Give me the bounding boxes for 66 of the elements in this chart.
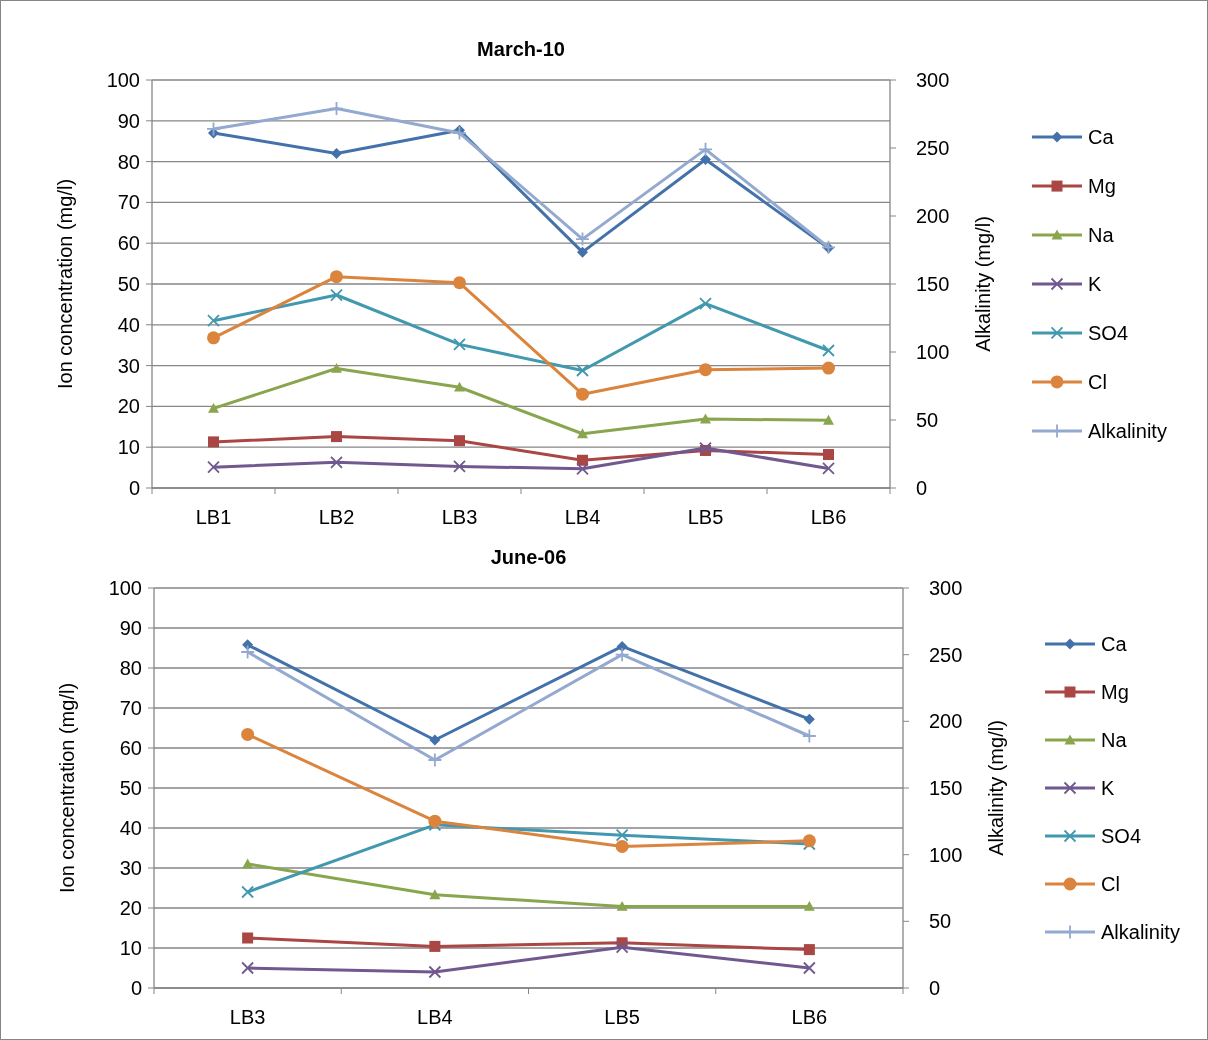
y2-tick-label: 0	[916, 477, 928, 499]
legend-label: SO4	[1088, 321, 1129, 344]
x-tick-label: LB3	[441, 506, 478, 528]
y2-tick-label: 150	[929, 777, 963, 799]
y-tick-label: 20	[119, 897, 142, 919]
y2-tick-label: 250	[916, 137, 950, 159]
y-axis-title: Ion concentration (mg/l)	[54, 178, 76, 390]
y2-tick-label: 200	[929, 710, 963, 733]
legend-label: Mg	[1088, 175, 1116, 198]
y-tick-label: 40	[117, 313, 140, 336]
y-tick-label: 100	[106, 69, 140, 91]
legend-label: Na	[1088, 224, 1115, 247]
legend-label: Cl	[1101, 873, 1120, 895]
y-tick-label: 60	[117, 232, 140, 255]
y2-tick-label: 250	[929, 643, 963, 666]
y2-tick-label: 300	[929, 577, 963, 599]
y2-tick-label: 150	[916, 273, 950, 295]
legend-label: Mg	[1101, 681, 1129, 703]
y2-tick-label: 100	[929, 843, 963, 866]
y-tick-label: 90	[119, 617, 142, 639]
y-tick-label: 30	[117, 354, 140, 377]
legend-label: Alkalinity	[1088, 419, 1167, 442]
x-tick-label: LB4	[417, 1006, 453, 1028]
legend-label: SO4	[1101, 825, 1142, 847]
y2-tick-label: 50	[916, 409, 939, 431]
legend-label: Ca	[1088, 126, 1115, 149]
y2-tick-label: 200	[916, 205, 950, 227]
legend-label: Ca	[1101, 633, 1128, 655]
legend-label: K	[1101, 777, 1115, 799]
y-tick-label: 60	[119, 737, 142, 759]
x-tick-label: LB3	[229, 1006, 266, 1028]
y2-tick-label: 50	[929, 910, 952, 933]
y-tick-label: 10	[117, 436, 140, 459]
x-tick-label: LB4	[564, 506, 601, 528]
x-tick-label: LB2	[318, 506, 355, 528]
y-tick-label: 40	[119, 817, 142, 839]
y-tick-label: 30	[119, 857, 142, 879]
x-tick-label: LB6	[810, 506, 847, 528]
y-tick-label: 70	[117, 191, 140, 214]
y-axis-title: Ion concentration (mg/l)	[56, 682, 78, 894]
y2-tick-label: 100	[916, 341, 950, 363]
y-tick-label: 90	[117, 109, 140, 132]
y-tick-label: 50	[117, 273, 140, 295]
chart-title: June-06	[490, 546, 567, 568]
legend-label: Na	[1101, 729, 1128, 751]
y2-axis-title: Alkalinity (mg/l)	[985, 720, 1007, 856]
y2-axis-title: Alkalinity (mg/l)	[972, 216, 994, 352]
chart-title: March-10	[477, 38, 565, 60]
y-tick-label: 20	[117, 395, 140, 418]
legend-label: Cl	[1088, 370, 1107, 393]
legend-label: Alkalinity	[1101, 921, 1180, 943]
y-tick-label: 70	[119, 697, 142, 719]
y-tick-label: 0	[128, 477, 140, 499]
x-tick-label: LB5	[604, 1006, 640, 1028]
y-tick-label: 80	[119, 657, 142, 679]
y-tick-label: 80	[117, 150, 140, 173]
x-tick-label: LB5	[687, 506, 724, 528]
y-tick-label: 50	[119, 777, 142, 799]
y-tick-label: 10	[119, 937, 142, 959]
y-tick-label: 100	[108, 577, 142, 599]
y2-tick-label: 300	[916, 69, 950, 91]
legend-label: K	[1088, 273, 1102, 295]
y-tick-label: 0	[130, 977, 142, 999]
x-tick-label: LB1	[195, 506, 232, 528]
y2-tick-label: 0	[929, 977, 941, 999]
x-tick-label: LB6	[791, 1006, 828, 1028]
